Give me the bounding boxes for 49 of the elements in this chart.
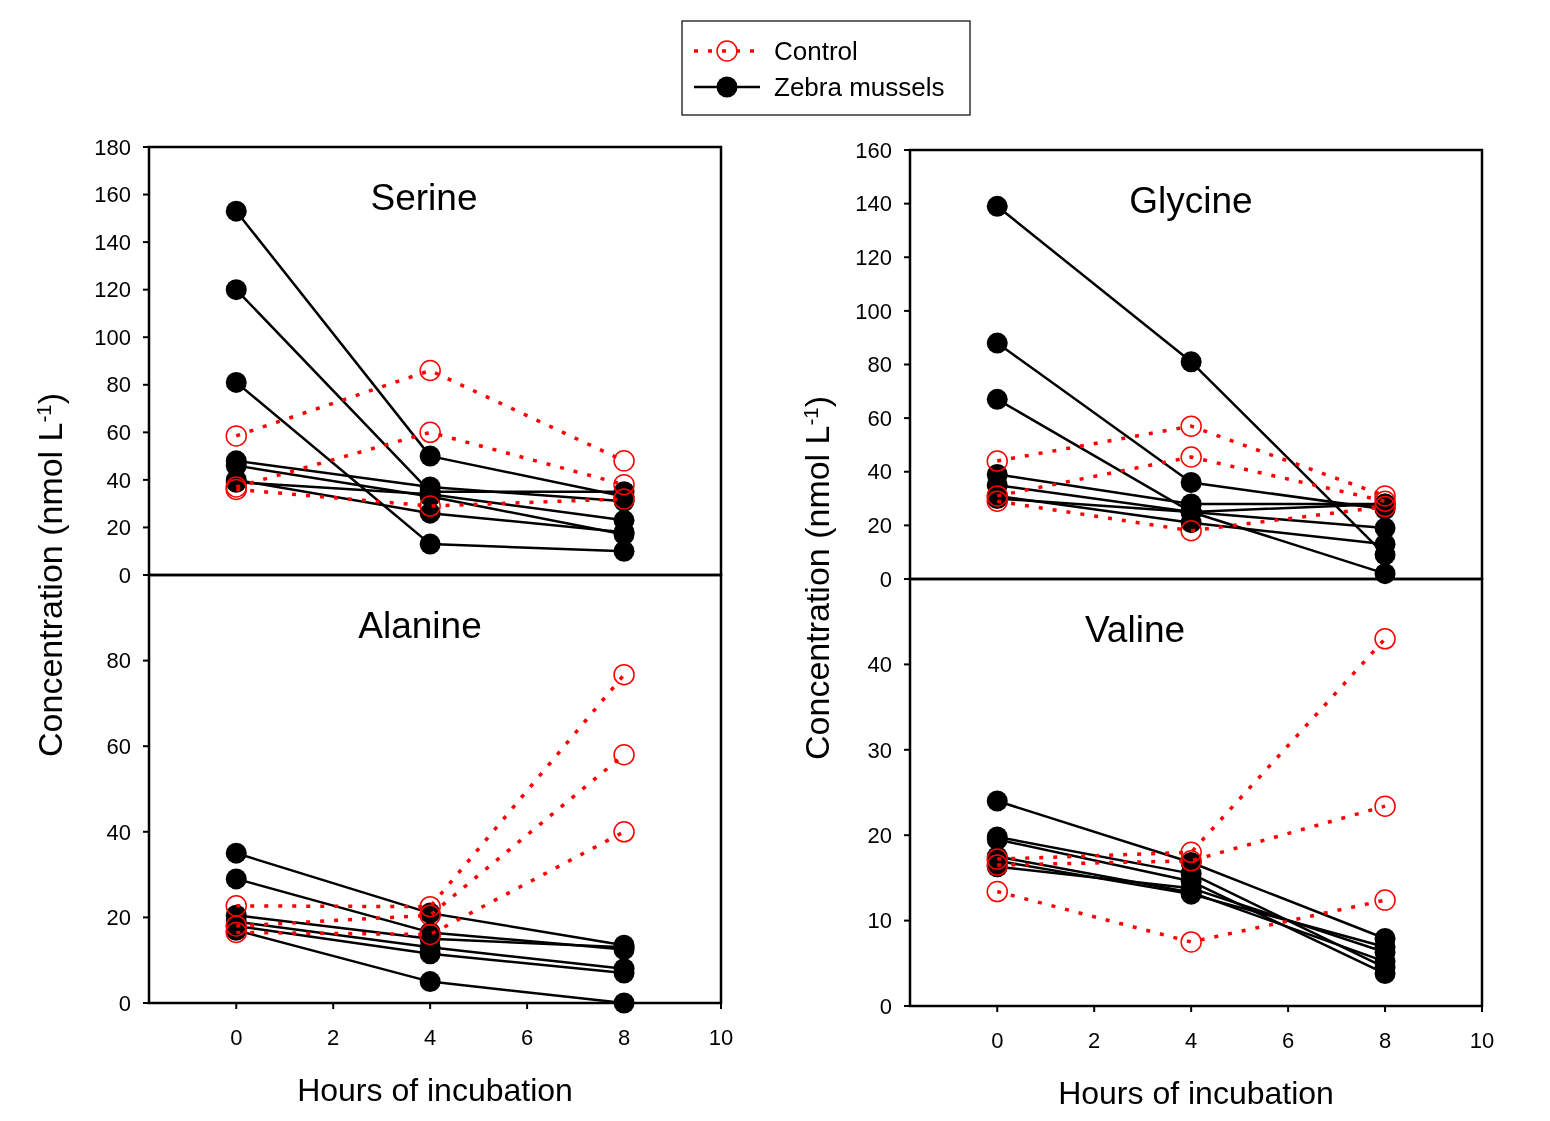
x-tick-label: 8: [617, 1025, 631, 1050]
y-tick-label: 40: [867, 459, 892, 485]
y-tick-label: 80: [106, 372, 131, 398]
y-tick-label: 80: [867, 352, 892, 378]
y-tick-label: 40: [106, 819, 131, 845]
y-tick-label: 20: [867, 822, 892, 848]
x-tick-label: 8: [1378, 1028, 1392, 1053]
y-tick-label: 20: [867, 513, 892, 539]
y-tick-label: 30: [867, 737, 892, 763]
y-tick-label: 20: [106, 905, 131, 931]
y-tick-label: 80: [106, 648, 131, 674]
y-tick-label: 100: [855, 298, 892, 324]
x-tick-label: 2: [1088, 1028, 1101, 1053]
y-tick-label: 0: [879, 993, 892, 1019]
text: Alanine: [358, 605, 482, 646]
legend-label: Control: [774, 36, 858, 67]
y-tick-label: 10: [867, 908, 892, 934]
x-tick-label: 10: [708, 1025, 734, 1050]
x-tick-label: 10: [1469, 1028, 1495, 1053]
y-tick-label: 140: [855, 191, 892, 217]
y-tick-label: 20: [106, 515, 131, 541]
y-tick-label: 0: [879, 566, 892, 592]
y-tick-label: 120: [855, 244, 892, 270]
y-tick-label: 0: [118, 990, 131, 1016]
x-tick-label: 6: [520, 1025, 534, 1050]
y-tick-label: 100: [94, 324, 131, 350]
x-tick-label: 0: [991, 1028, 1004, 1053]
y-tick-label: 60: [106, 733, 131, 759]
y-tick-label: 60: [867, 405, 892, 431]
y-tick-label: 120: [94, 277, 131, 303]
y-tick-label: 0: [118, 562, 131, 588]
x-axis-title: Hours of incubation: [1058, 1075, 1334, 1111]
y-tick-label: 160: [855, 137, 892, 163]
text: Glycine: [1129, 180, 1253, 221]
y-tick-label: 140: [94, 229, 131, 255]
x-tick-label: 4: [424, 1025, 437, 1050]
x-tick-label: 4: [1185, 1028, 1198, 1053]
y-tick-label: 40: [106, 467, 131, 493]
x-axis-title: Hours of incubation: [297, 1072, 573, 1108]
y-tick-label: 160: [94, 182, 131, 208]
y-tick-label: 40: [867, 652, 892, 678]
x-tick-label: 2: [327, 1025, 340, 1050]
y-tick-label: 180: [94, 134, 131, 160]
text: Serine: [370, 177, 478, 218]
y-tick-label: 60: [106, 420, 131, 446]
text: Valine: [1084, 609, 1186, 650]
x-tick-label: 0: [230, 1025, 243, 1050]
x-tick-label: 6: [1281, 1028, 1295, 1053]
legend-label: Zebra mussels: [774, 72, 945, 103]
